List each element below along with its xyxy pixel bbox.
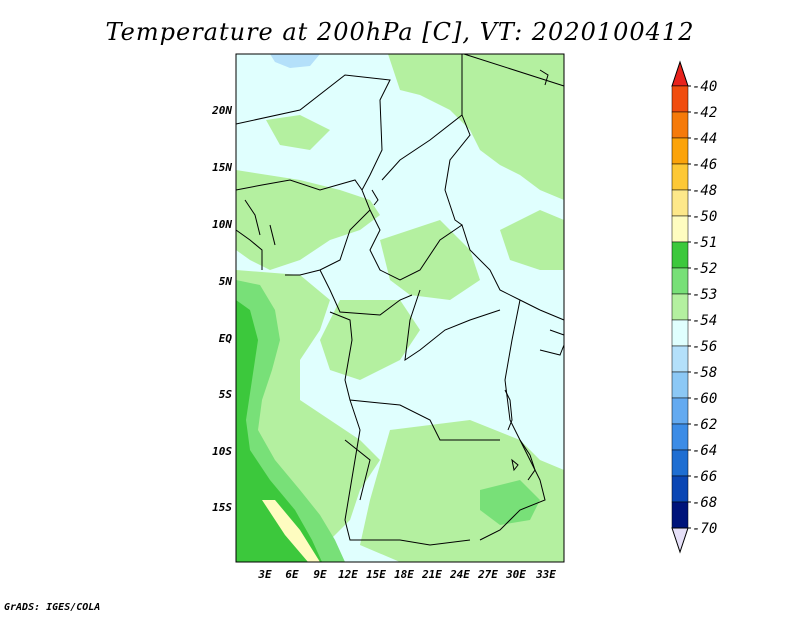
lat-label: 5N bbox=[219, 275, 233, 288]
colorbar-label: -66 bbox=[692, 469, 717, 485]
lon-label: 18E bbox=[394, 568, 414, 581]
lon-label: 6E bbox=[285, 568, 299, 581]
lat-label: 20N bbox=[211, 104, 232, 117]
contour-fill-53 bbox=[236, 54, 564, 562]
colorbar-label: -51 bbox=[692, 235, 717, 251]
country-boundaries bbox=[235, 53, 565, 546]
colorbar-label: -68 bbox=[692, 495, 717, 511]
colorbar-arrow-bottom bbox=[671, 527, 689, 554]
contour-fill-50 bbox=[262, 500, 320, 562]
colorbar-segment bbox=[671, 267, 689, 295]
colorbar-label: -62 bbox=[692, 417, 717, 433]
colorbar-label: -50 bbox=[692, 209, 717, 225]
lat-axis: 20N 15N 10N 5N EQ 5S 10S 15S bbox=[211, 104, 232, 514]
colorbar-segment bbox=[671, 371, 689, 399]
contour-fill-56 bbox=[270, 54, 320, 68]
colorbar-label: -70 bbox=[692, 521, 717, 537]
colorbar-label: -46 bbox=[692, 157, 717, 173]
colorbar-segment bbox=[671, 137, 689, 165]
colorbar-label: -40 bbox=[692, 79, 717, 95]
lat-label: 15N bbox=[212, 161, 232, 174]
lat-label: 5S bbox=[219, 388, 233, 401]
map-frame bbox=[235, 53, 565, 563]
contour-fill-51 bbox=[236, 300, 322, 562]
colorbar-segment bbox=[671, 163, 689, 191]
colorbar-label: -56 bbox=[692, 339, 717, 355]
colorbar-segment bbox=[671, 449, 689, 477]
lon-label: 27E bbox=[477, 568, 498, 581]
lat-label: 10N bbox=[212, 218, 232, 231]
lon-label: 9E bbox=[313, 568, 327, 581]
colorbar-label: -53 bbox=[692, 287, 717, 303]
lon-label: 33E bbox=[535, 568, 556, 581]
colorbar-segment bbox=[671, 501, 689, 529]
chart-title: Temperature at 200hPa [C], VT: 202010041… bbox=[105, 18, 695, 46]
colorbar-segment bbox=[671, 241, 689, 269]
colorbar-label: -44 bbox=[692, 131, 717, 147]
colorbar-segment bbox=[671, 475, 689, 503]
lon-label: 12E bbox=[338, 568, 358, 581]
colorbar-segment bbox=[671, 423, 689, 451]
colorbar-label: -58 bbox=[692, 365, 717, 381]
colorbar-segment bbox=[671, 189, 689, 217]
colorbar-segment bbox=[671, 215, 689, 243]
colorbar-arrow-top bbox=[671, 60, 689, 87]
lon-label: 21E bbox=[421, 568, 442, 581]
colorbar-label: -48 bbox=[692, 183, 717, 199]
colorbar-label: -42 bbox=[692, 105, 717, 121]
colorbar-label: -64 bbox=[692, 443, 717, 459]
lon-axis: 3E 6E 9E 12E 15E 18E 21E 24E 27E 30E 33E bbox=[257, 568, 556, 581]
credit-text: GrADS: IGES/COLA bbox=[4, 602, 101, 613]
lake-outlines bbox=[371, 69, 549, 481]
colorbar-segment bbox=[671, 85, 689, 113]
colorbar-label: -52 bbox=[692, 261, 717, 277]
colorbar-label: -60 bbox=[692, 391, 717, 407]
colorbar-segment bbox=[671, 111, 689, 139]
colorbar-segment bbox=[671, 345, 689, 373]
colorbar-segment bbox=[671, 293, 689, 321]
lon-label: 24E bbox=[449, 568, 470, 581]
lon-label: 15E bbox=[366, 568, 386, 581]
lon-label: 30E bbox=[505, 568, 526, 581]
lat-label: 10S bbox=[212, 445, 232, 458]
colorbar-segment bbox=[671, 397, 689, 425]
lat-label: EQ bbox=[219, 332, 233, 345]
colorbar-label: -54 bbox=[692, 313, 717, 329]
lon-label: 3E bbox=[257, 568, 272, 581]
colorbar: -40 -42 -44 -46 -48 -50 -51 -52 -53 -54 -56 -58 -60 -… bbox=[671, 60, 717, 554]
colorbar-segment bbox=[671, 319, 689, 347]
lat-label: 15S bbox=[212, 501, 232, 514]
